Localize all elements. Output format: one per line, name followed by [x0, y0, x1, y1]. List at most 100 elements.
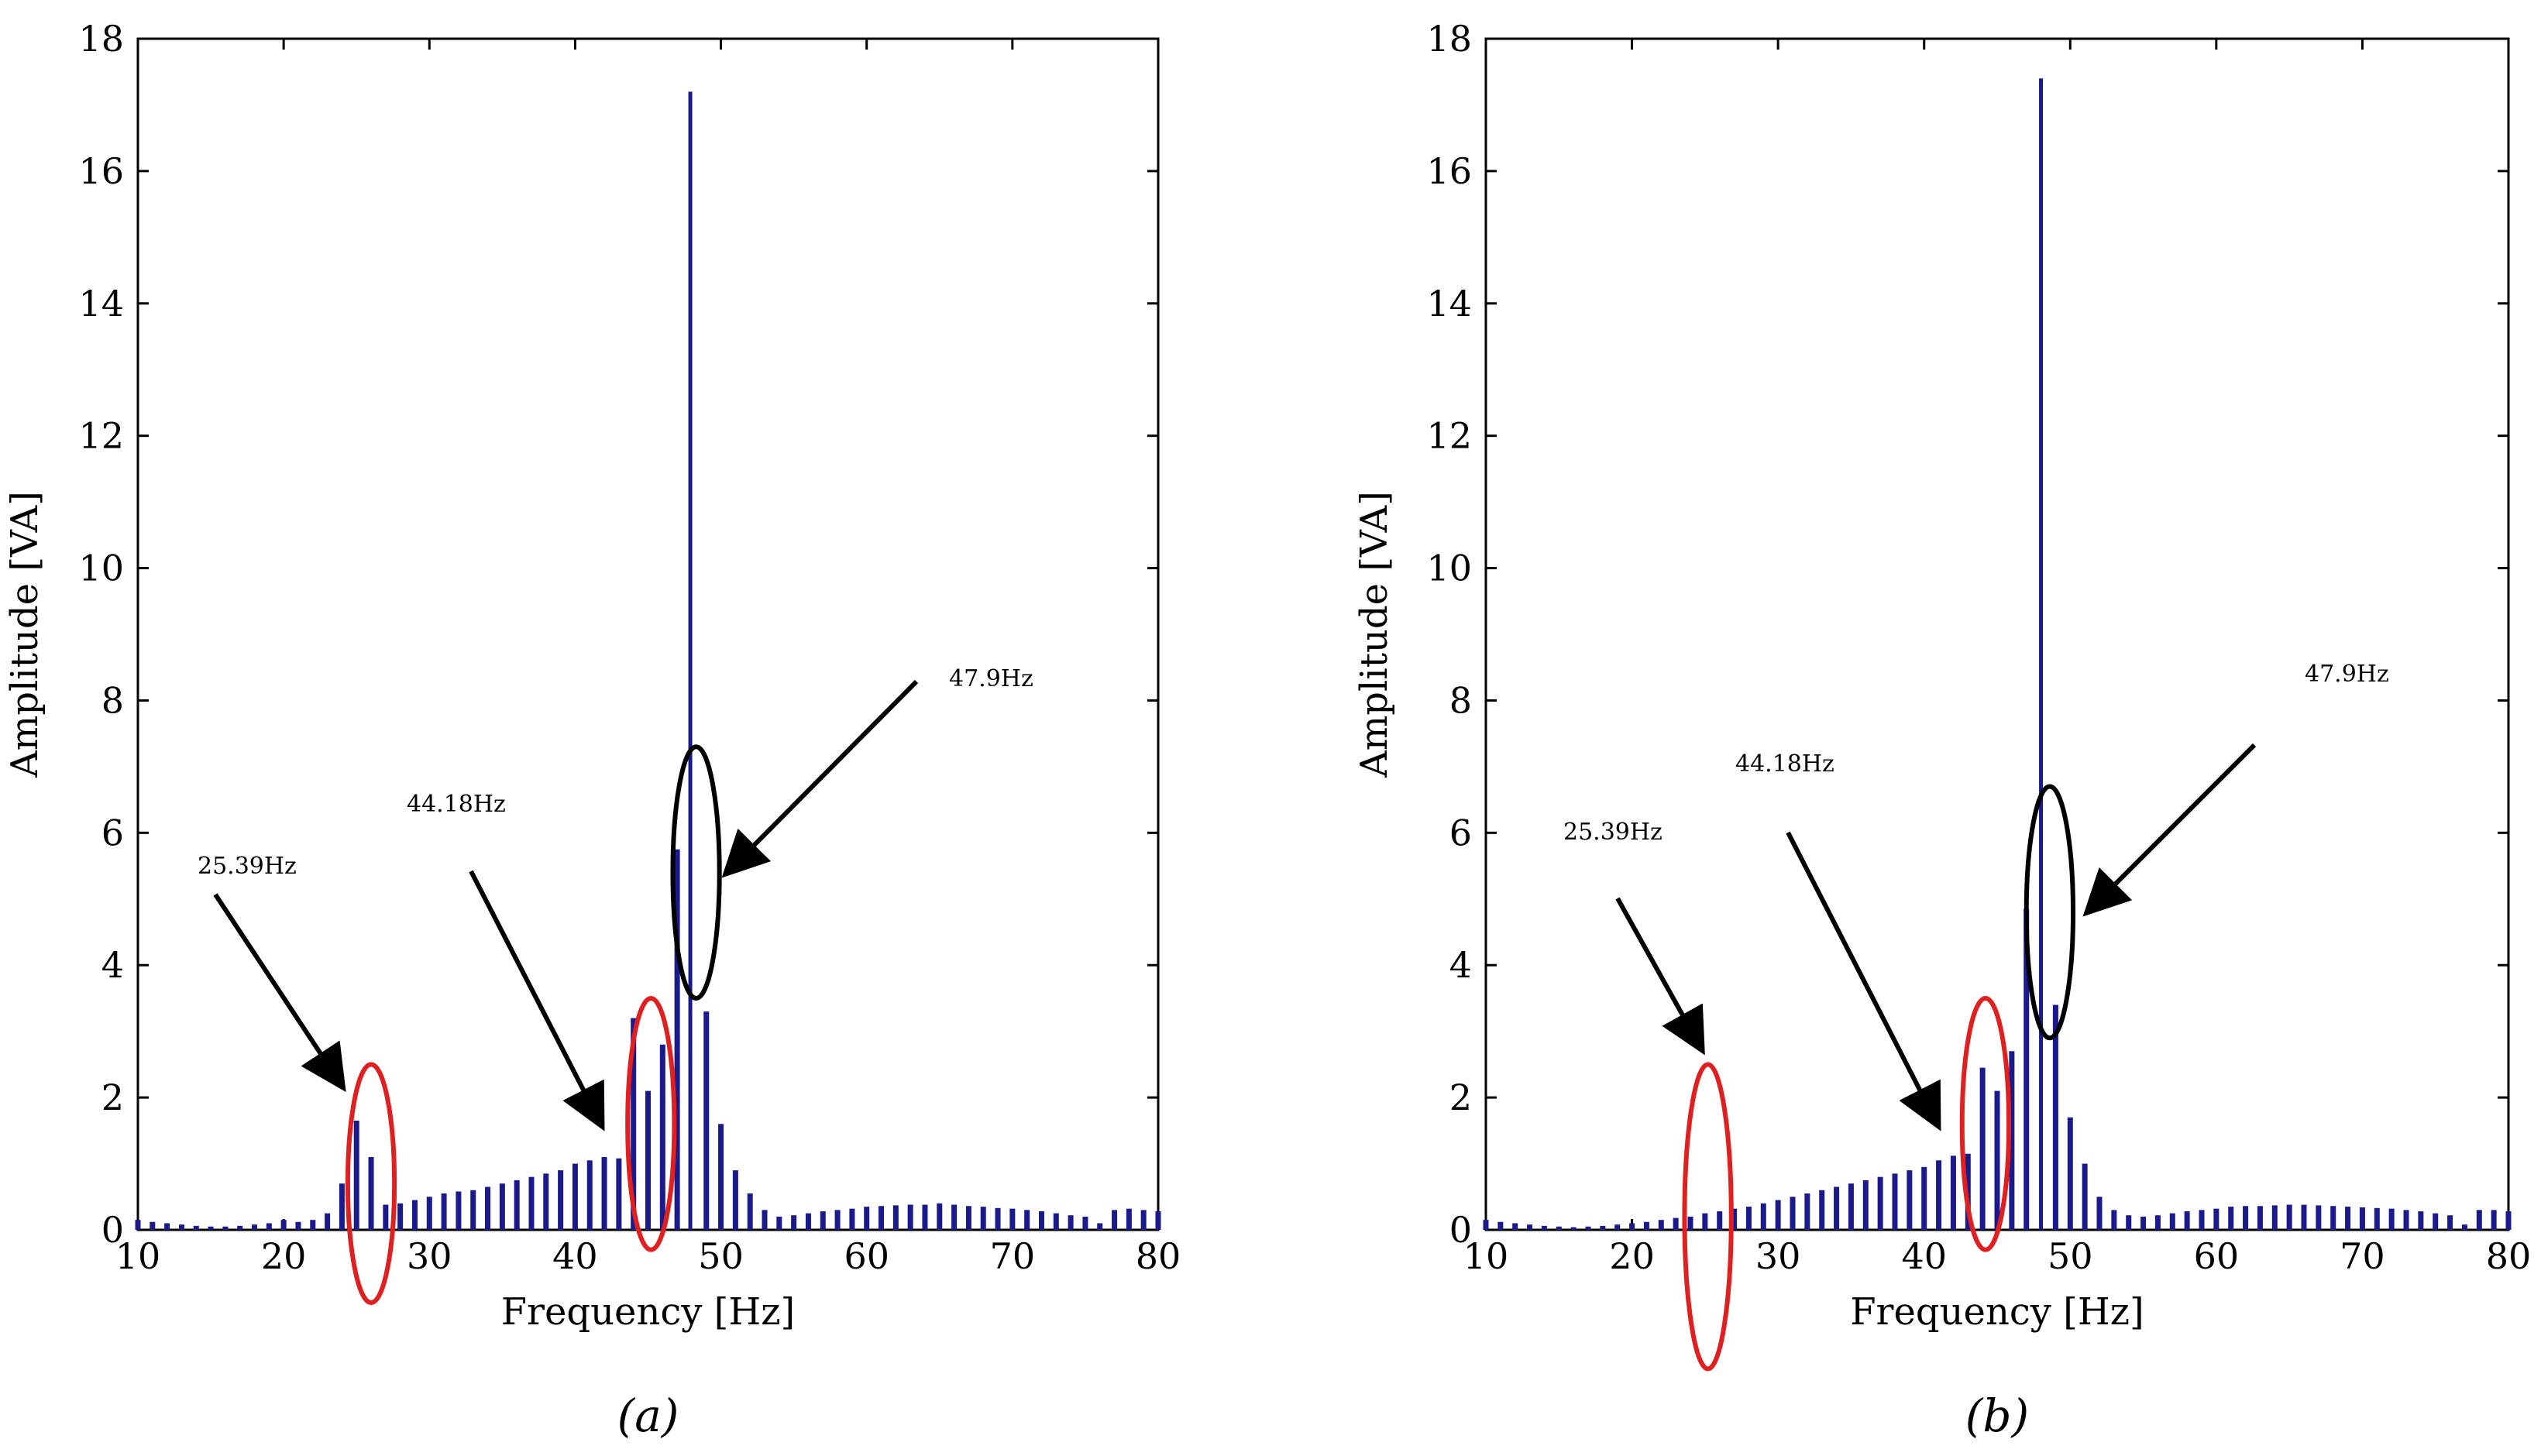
x-tick-label: 80 — [2486, 1235, 2532, 1277]
bar — [295, 1221, 301, 1230]
bar — [208, 1226, 214, 1230]
y-tick-label: 12 — [1426, 415, 1472, 457]
bar — [178, 1224, 184, 1230]
annotation-arrow — [1786, 831, 1941, 1131]
bar — [2096, 1197, 2103, 1230]
bar — [1760, 1203, 1766, 1230]
bar — [2228, 1207, 2234, 1230]
x-axis-label: Frequency [Hz] — [1850, 1290, 2144, 1334]
y-tick-label: 8 — [101, 679, 124, 721]
bar — [1068, 1215, 1074, 1230]
bar — [2447, 1215, 2453, 1230]
bar — [1731, 1208, 1738, 1230]
annotation-label: 44.18Hz — [407, 791, 506, 818]
bar — [441, 1193, 447, 1230]
bar — [980, 1207, 986, 1230]
bar — [892, 1205, 899, 1230]
bar — [937, 1203, 943, 1230]
bar — [1527, 1224, 1533, 1230]
x-tick-label: 40 — [552, 1235, 598, 1277]
bar — [2213, 1208, 2220, 1230]
bar — [1570, 1227, 1577, 1230]
y-tick-label: 2 — [1449, 1077, 1472, 1118]
bar — [2330, 1206, 2336, 1230]
bar — [339, 1183, 345, 1230]
bar — [1790, 1197, 1796, 1230]
bar — [1848, 1183, 1854, 1230]
bar — [1629, 1223, 1635, 1230]
bar — [1600, 1225, 1606, 1230]
bar — [485, 1186, 491, 1230]
bar — [426, 1197, 432, 1230]
bar — [280, 1220, 287, 1230]
bar — [2126, 1215, 2132, 1230]
x-tick-label: 10 — [1463, 1235, 1509, 1277]
bar — [499, 1183, 505, 1230]
bar — [645, 1090, 651, 1230]
bar — [222, 1226, 229, 1230]
bar — [659, 1044, 665, 1230]
bar — [864, 1207, 870, 1230]
bar — [2257, 1206, 2263, 1230]
bar — [2271, 1205, 2278, 1230]
annotation-arrow — [469, 870, 605, 1131]
bar — [674, 849, 680, 1230]
bar — [2039, 78, 2044, 1230]
bar — [747, 1193, 753, 1230]
annotation-ellipse — [670, 744, 722, 1001]
x-tick-label: 20 — [261, 1235, 307, 1277]
bar — [2374, 1207, 2380, 1230]
y-tick-label: 18 — [1426, 18, 1472, 60]
bar — [528, 1176, 535, 1230]
bar — [1936, 1160, 1942, 1230]
bar — [1038, 1211, 1044, 1230]
annotation-arrow — [213, 893, 346, 1093]
annotation-arrow — [2082, 743, 2257, 917]
bar — [543, 1173, 549, 1230]
bar — [1804, 1193, 1810, 1230]
x-tick-label: 20 — [1609, 1235, 1655, 1277]
bar — [514, 1180, 520, 1230]
panel-label: (a) — [617, 1389, 679, 1442]
y-axis-label: Amplitude [VA] — [3, 491, 46, 778]
bar — [1112, 1210, 1118, 1230]
bar — [1819, 1190, 1825, 1230]
y-tick-label: 6 — [1449, 812, 1472, 853]
bar — [1614, 1224, 1621, 1230]
y-tick-label: 16 — [78, 150, 124, 192]
bar — [1775, 1200, 1781, 1230]
bar — [1512, 1223, 1518, 1230]
bar — [164, 1223, 170, 1230]
annotation-label: 47.9Hz — [2305, 661, 2389, 688]
bar — [2082, 1163, 2088, 1230]
x-tick-label: 80 — [1136, 1235, 1181, 1277]
annotation-ellipse — [625, 995, 677, 1252]
bar — [1658, 1220, 1664, 1230]
bar — [310, 1220, 316, 1230]
bar — [1745, 1207, 1752, 1230]
bar — [252, 1224, 258, 1230]
x-tick-label: 10 — [115, 1235, 161, 1277]
bar — [601, 1157, 607, 1230]
bar — [1024, 1210, 1030, 1230]
bar — [2476, 1210, 2482, 1230]
bar — [1155, 1211, 1161, 1230]
x-tick-label: 30 — [407, 1235, 452, 1277]
bar — [1643, 1221, 1649, 1230]
bar — [1585, 1226, 1591, 1230]
plot-frame — [1484, 37, 2510, 1231]
bar — [2345, 1207, 2351, 1230]
bar — [2403, 1210, 2409, 1230]
bar — [805, 1213, 811, 1230]
bar — [383, 1204, 389, 1230]
bar — [616, 1158, 622, 1230]
bar — [703, 1011, 710, 1230]
annotation-label: 25.39Hz — [1563, 819, 1662, 846]
annotation-label: 47.9Hz — [949, 665, 1033, 692]
annotation-label: 25.39Hz — [198, 853, 297, 880]
bar — [325, 1213, 331, 1230]
bar — [2286, 1204, 2292, 1230]
bar — [193, 1225, 199, 1230]
y-tick-label: 0 — [1449, 1209, 1472, 1251]
y-tick-label: 14 — [1426, 283, 1472, 325]
